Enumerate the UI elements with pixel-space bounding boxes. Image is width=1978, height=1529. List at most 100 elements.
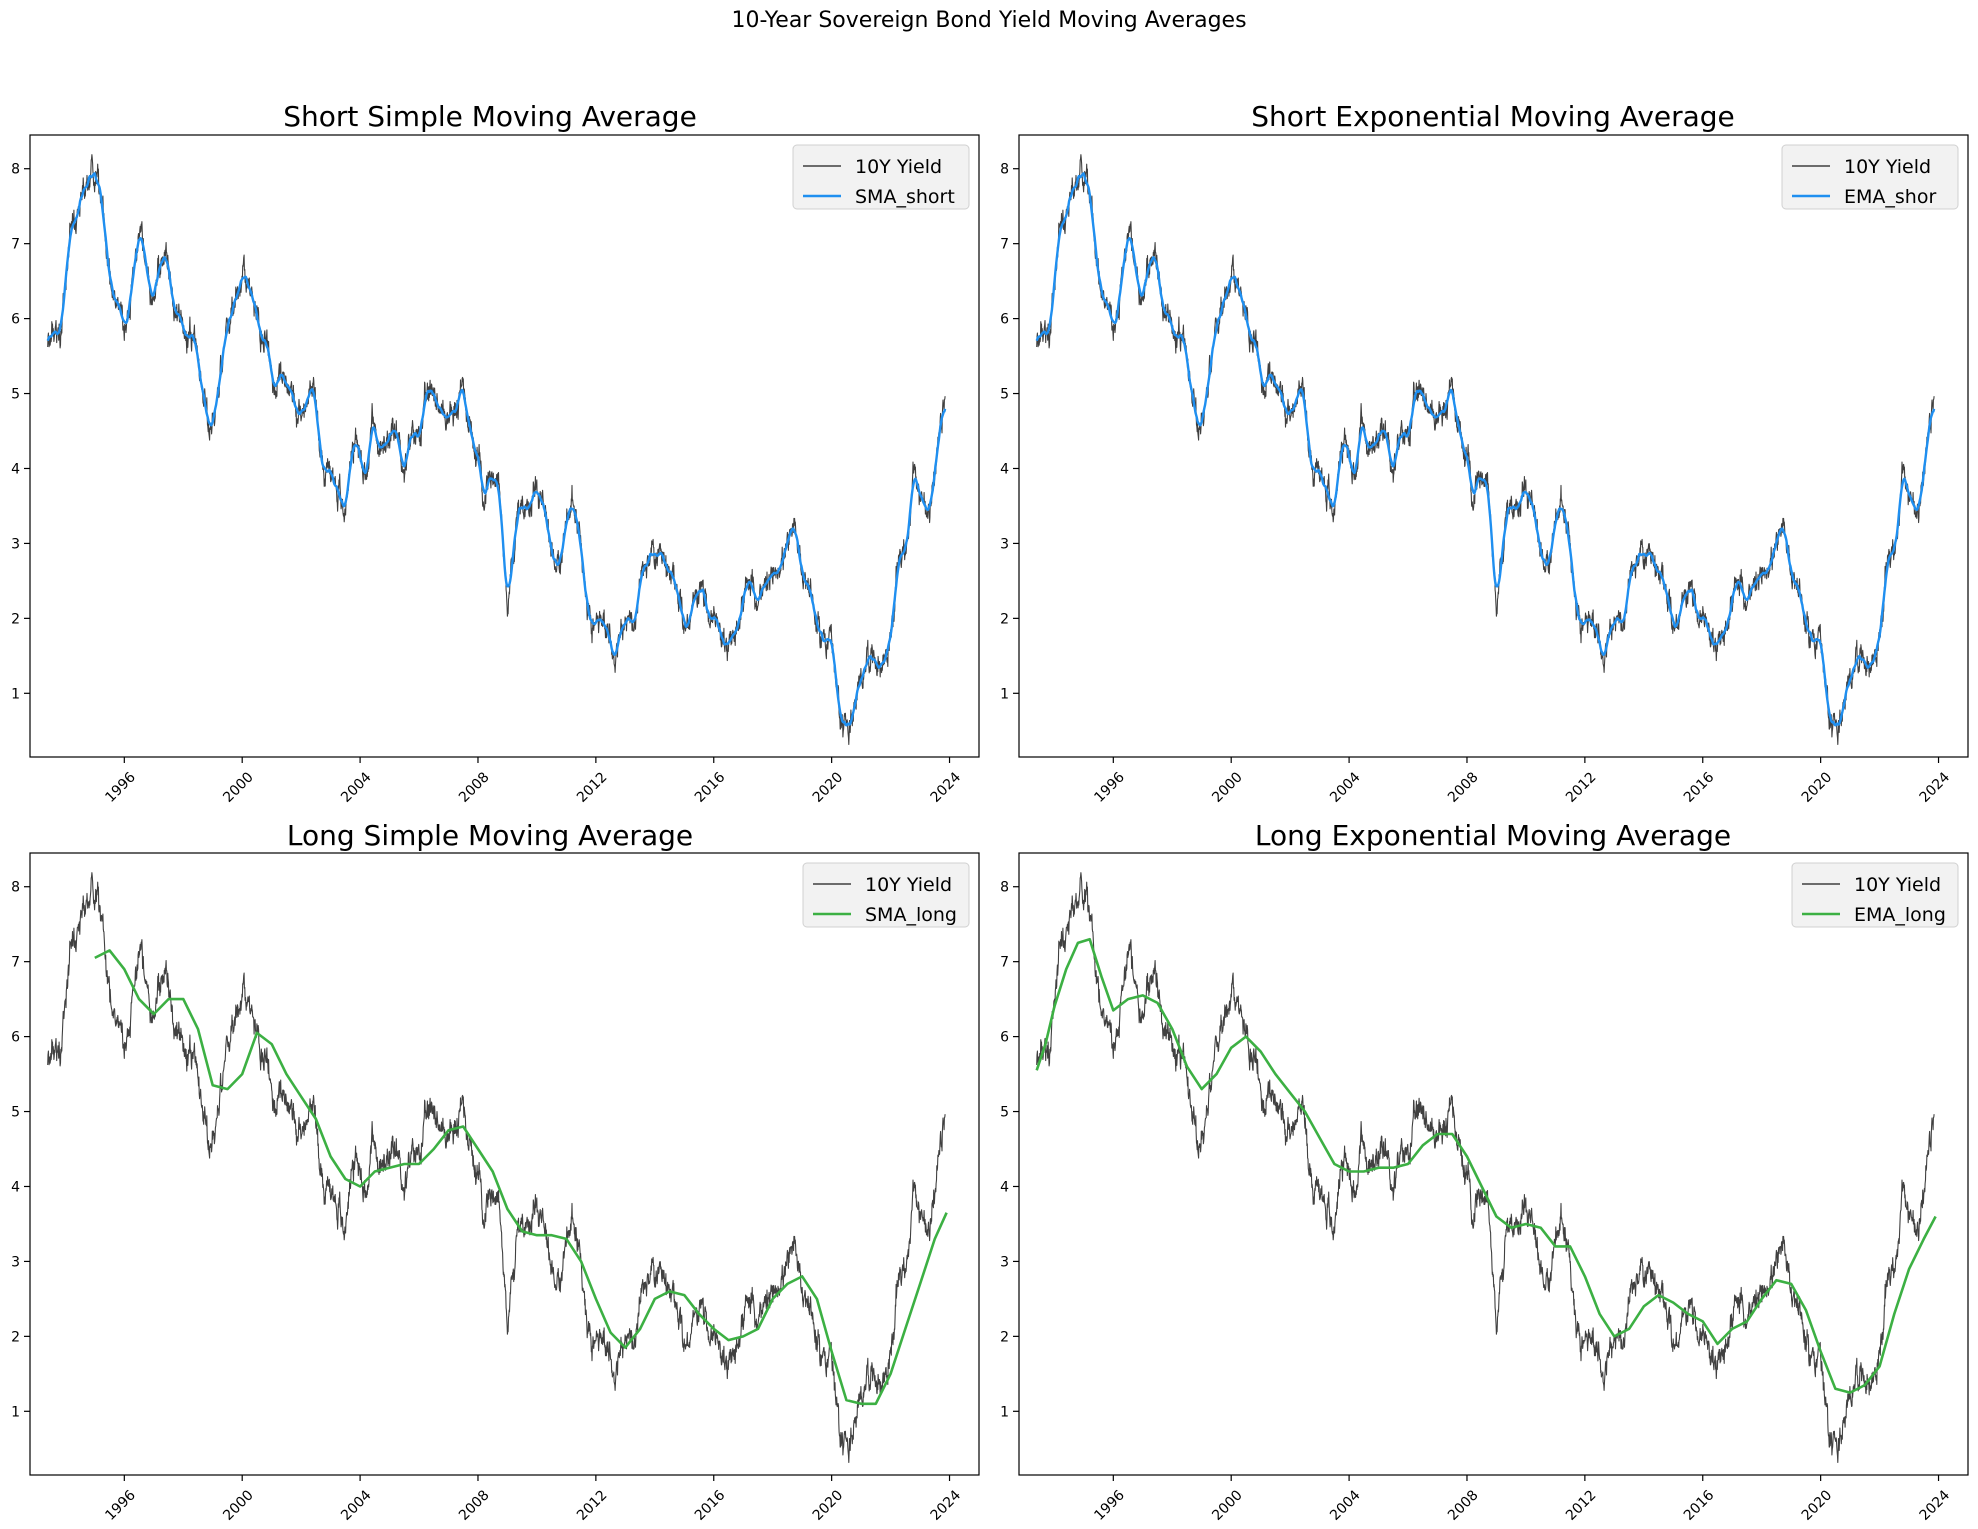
y-tick-label: 6 [1000, 1030, 1009, 1046]
legend-label: 10Y Yield [865, 874, 952, 896]
x-tick-label: 2016 [692, 769, 729, 806]
y-tick-label: 7 [1000, 237, 1009, 253]
legend-box [1781, 144, 1959, 210]
x-tick-label: 2020 [1799, 769, 1836, 806]
legend-label: EMA_shor [1844, 186, 1936, 208]
x-tick-label: 2024 [928, 1487, 965, 1524]
y-tick-label: 5 [1000, 387, 1009, 403]
plot-area [47, 872, 948, 1464]
y-tick-label: 2 [11, 611, 20, 627]
legend: 10Y Yield SMA_short [792, 144, 970, 210]
legend-box [1791, 862, 1959, 928]
y-tick-label: 1 [11, 1404, 20, 1420]
legend-label: EMA_long [1854, 904, 1946, 926]
y-tick-label: 8 [11, 880, 20, 896]
y-tick-label: 6 [1000, 312, 1009, 328]
plot-area [1035, 872, 1937, 1464]
plot-area [46, 154, 947, 746]
y-tick-label: 1 [1000, 686, 1009, 702]
legend: 10Y Yield SMA_long [802, 862, 970, 928]
x-tick-label: 2012 [574, 1487, 611, 1524]
legend: 10Y Yield EMA_long [1791, 862, 1959, 928]
x-tick-label: 2020 [810, 1487, 847, 1524]
series-line-10y-yield [1036, 154, 1935, 746]
x-tick-label: 2004 [338, 769, 375, 806]
y-tick-label: 4 [1000, 1179, 1009, 1195]
x-tick-label: 2004 [338, 1487, 375, 1524]
x-tick-label: 1996 [102, 769, 139, 806]
y-tick-label: 4 [1000, 461, 1009, 477]
subplot-title: Short Simple Moving Average [283, 100, 697, 133]
x-tick-label: 1996 [1091, 769, 1128, 806]
x-tick-label: 2008 [456, 1487, 493, 1524]
y-tick-label: 2 [1000, 611, 1009, 627]
y-tick-label: 6 [11, 1030, 20, 1046]
y-tick-label: 6 [11, 312, 20, 328]
y-tick-label: 2 [11, 1329, 20, 1345]
axes-frame [29, 852, 980, 1476]
x-tick-label: 2008 [1445, 769, 1482, 806]
x-tick-label: 2000 [1209, 769, 1246, 806]
x-tick-label: 2000 [1209, 1487, 1246, 1524]
x-tick-label: 2016 [1681, 769, 1718, 806]
subplot-title: Long Exponential Moving Average [1255, 819, 1731, 852]
subplot-short-ema: Short Exponential Moving Average 1 2 3 4 5 6 7… [1000, 100, 1969, 806]
y-tick-label: 3 [11, 1254, 20, 1270]
x-tick-label: 2016 [692, 1487, 729, 1524]
series-line-sma-short [46, 172, 947, 727]
x-tick-label: 2016 [1681, 1487, 1718, 1524]
x-tick-label: 2004 [1327, 1487, 1364, 1524]
legend-box [792, 144, 970, 210]
series-line-sma-long [94, 949, 948, 1406]
legend: 10Y Yield EMA_shor [1781, 144, 1959, 210]
axes-frame [1018, 134, 1969, 758]
subplot-long-sma: Long Simple Moving Average 1 2 3 4 5 6 7 8 1996 2… [11, 819, 980, 1524]
x-tick-label: 2012 [1563, 1487, 1600, 1524]
x-tick-label: 2012 [574, 769, 611, 806]
subplot-title: Long Simple Moving Average [287, 819, 693, 852]
y-tick-label: 1 [1000, 1404, 1009, 1420]
y-tick-label: 8 [1000, 880, 1009, 896]
y-tick-label: 4 [11, 1179, 20, 1195]
subplot-short-sma: Short Simple Moving Average 1 2 3 4 5 6 7 8 1996… [11, 100, 980, 806]
y-tick-label: 7 [11, 237, 20, 253]
y-tick-label: 5 [11, 1105, 20, 1121]
x-tick-label: 2024 [1917, 769, 1954, 806]
y-tick-label: 5 [11, 387, 20, 403]
axes-frame [1018, 852, 1969, 1476]
x-tick-label: 2020 [1799, 1487, 1836, 1524]
y-tick-label: 3 [1000, 1254, 1009, 1270]
y-tick-label: 7 [11, 955, 20, 971]
x-tick-label: 2008 [1445, 1487, 1482, 1524]
axes-frame [29, 134, 980, 758]
y-tick-label: 7 [1000, 955, 1009, 971]
subplot-long-ema: Long Exponential Moving Average 1 2 3 4 5 6 7 8… [1000, 819, 1969, 1524]
series-line-10y-yield [1036, 872, 1935, 1464]
x-tick-label: 2008 [456, 769, 493, 806]
x-tick-label: 2000 [220, 1487, 257, 1524]
plot-area [1035, 154, 1936, 746]
x-tick-label: 2024 [928, 769, 965, 806]
series-line-10y-yield [47, 872, 946, 1464]
legend-label: SMA_short [855, 186, 955, 208]
x-tick-label: 1996 [1091, 1487, 1128, 1524]
x-tick-label: 2000 [220, 769, 257, 806]
figure-suptitle: 10-Year Sovereign Bond Yield Moving Aver… [731, 8, 1246, 33]
series-line-ema-shor [1035, 172, 1936, 727]
y-tick-label: 3 [11, 536, 20, 552]
y-tick-label: 8 [11, 162, 20, 178]
x-tick-label: 2004 [1327, 769, 1364, 806]
legend-label: 10Y Yield [855, 156, 942, 178]
legend-box [802, 862, 970, 928]
series-line-10y-yield [47, 154, 946, 746]
y-tick-label: 1 [11, 686, 20, 702]
y-tick-label: 3 [1000, 536, 1009, 552]
y-tick-label: 4 [11, 461, 20, 477]
series-line-ema-long [1035, 937, 1937, 1394]
x-tick-label: 2024 [1917, 1487, 1954, 1524]
legend-label: 10Y Yield [1854, 874, 1941, 896]
x-tick-label: 2020 [810, 769, 847, 806]
y-tick-label: 5 [1000, 1105, 1009, 1121]
subplot-title: Short Exponential Moving Average [1251, 100, 1735, 133]
